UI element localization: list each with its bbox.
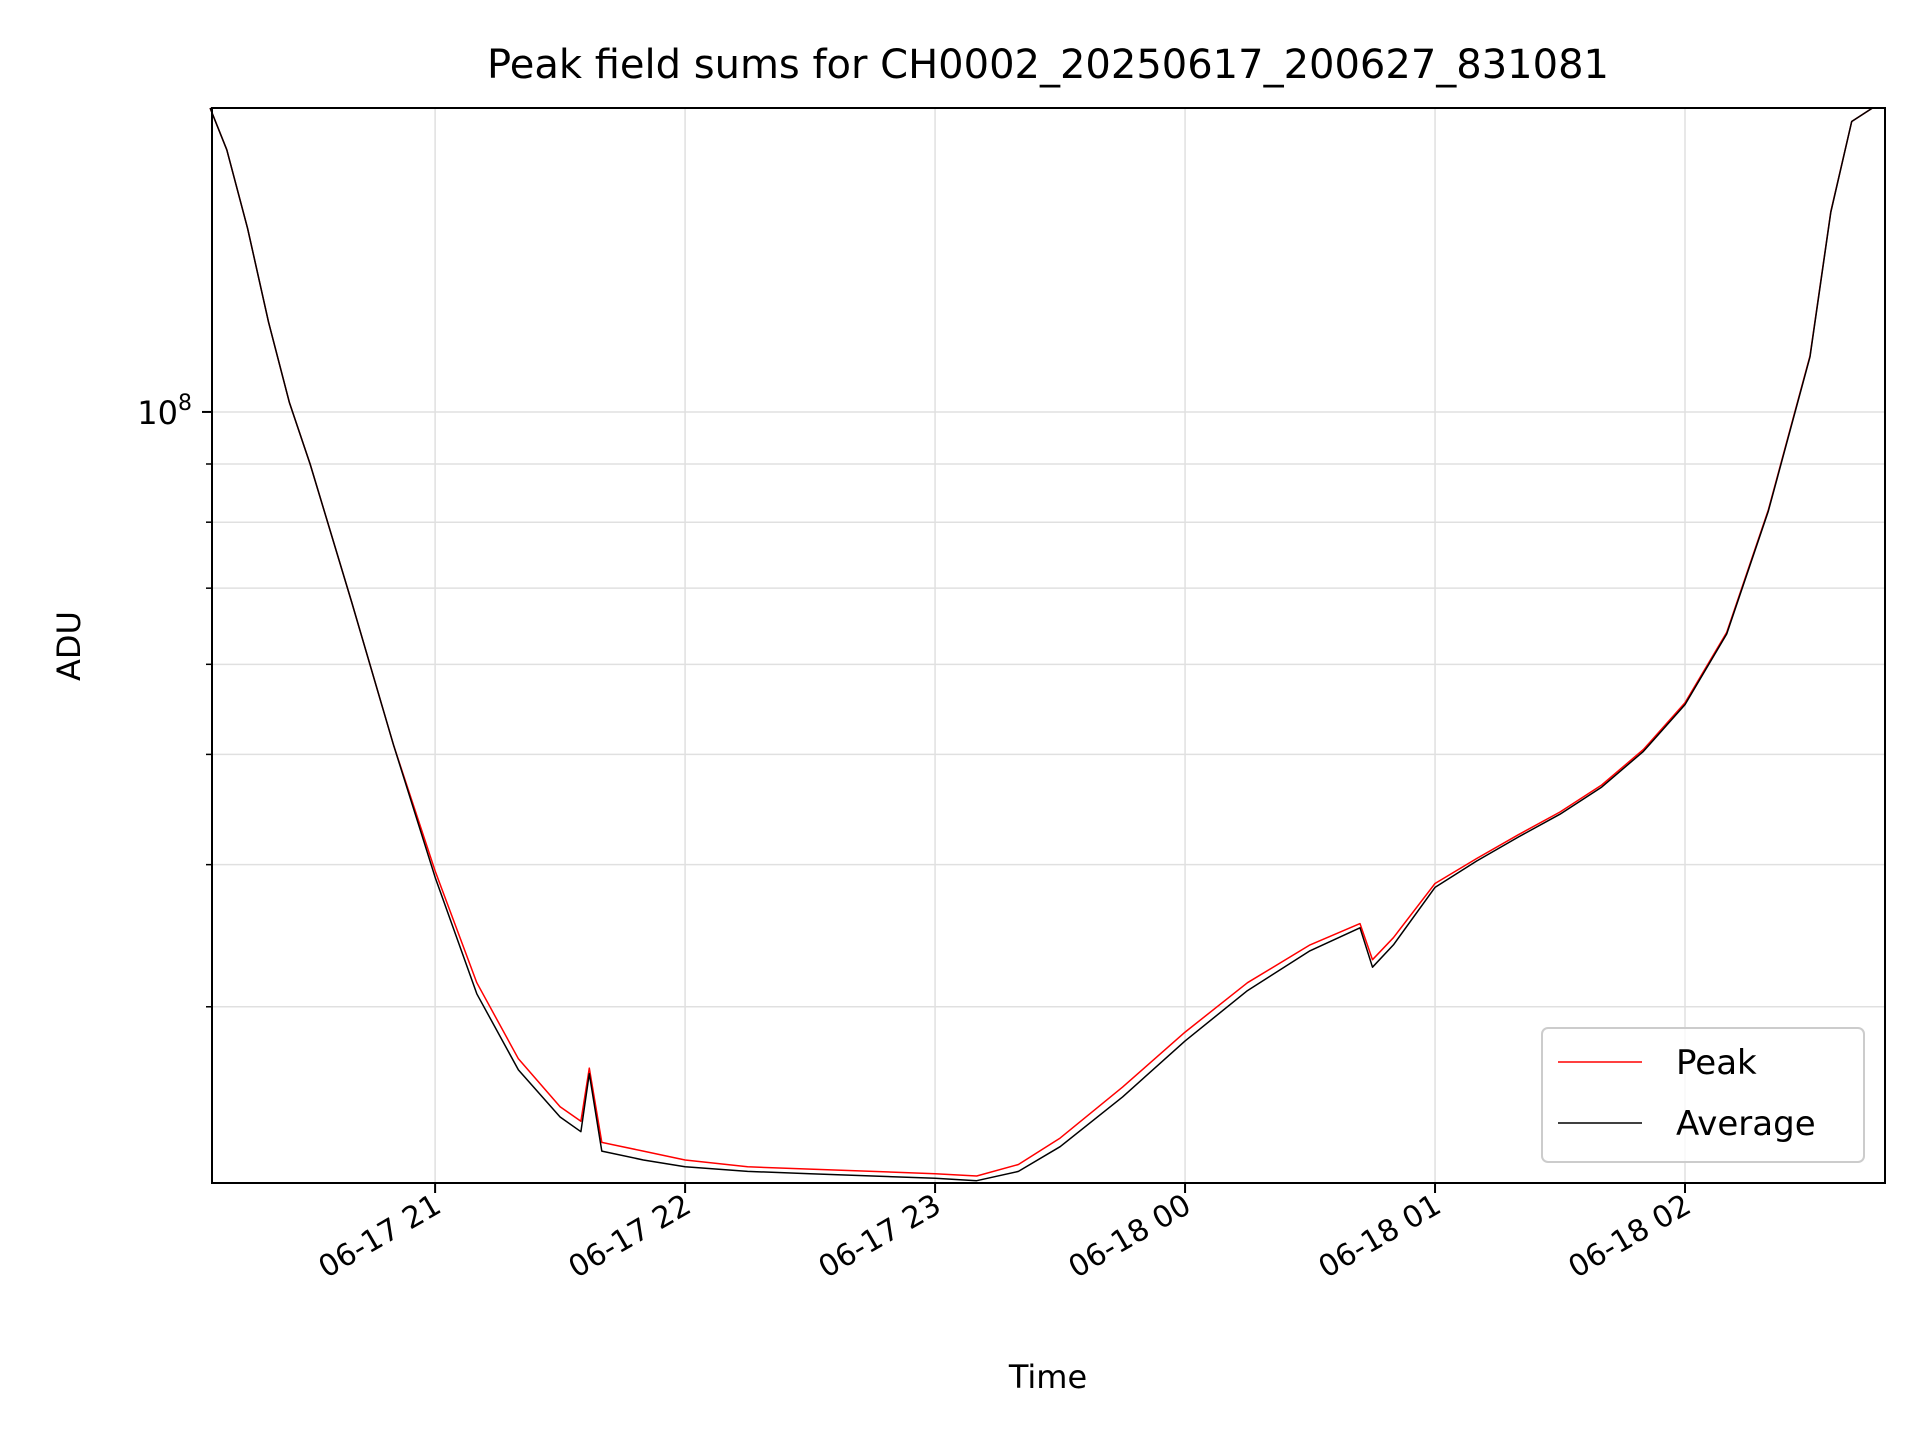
y-axis-label: ADU [50,611,88,681]
series-line-peak [209,107,1873,1177]
legend-label-peak: Peak [1676,1043,1757,1083]
y-tick-label: 108 [137,391,192,432]
legend: Peak Average [1541,1027,1865,1163]
legend-label-average: Average [1676,1104,1816,1144]
chart-title: Peak field sums for CH0002_20250617_2006… [487,42,1609,88]
ticks: 06-17 21 06-17 22 06-17 23 06-18 00 06-18 01… [137,391,1697,1285]
series-group [209,107,1873,1182]
grid [212,108,1885,1183]
x-tick-label: 06-18 02 [1563,1188,1697,1286]
x-tick-label: 06-18 00 [1063,1188,1197,1286]
series-line-average [209,107,1873,1182]
x-tick-label: 06-17 23 [813,1188,947,1286]
plot-frame [211,107,1886,1184]
x-axis-label: Time [1008,1358,1087,1396]
x-tick-label: 06-17 22 [563,1188,697,1286]
x-tick-label: 06-18 01 [1313,1188,1447,1286]
x-tick-label: 06-17 21 [313,1188,447,1286]
